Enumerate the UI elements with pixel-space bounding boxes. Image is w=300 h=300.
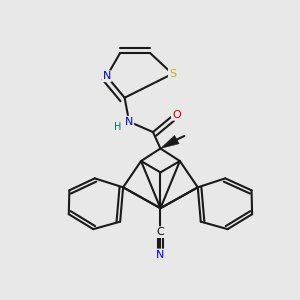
Text: N: N: [156, 250, 165, 260]
Text: N: N: [125, 117, 133, 127]
Text: H: H: [114, 122, 122, 132]
Text: S: S: [169, 69, 176, 79]
Polygon shape: [160, 135, 179, 148]
Text: N: N: [103, 71, 111, 81]
Text: C: C: [157, 227, 164, 237]
Text: O: O: [172, 110, 181, 120]
